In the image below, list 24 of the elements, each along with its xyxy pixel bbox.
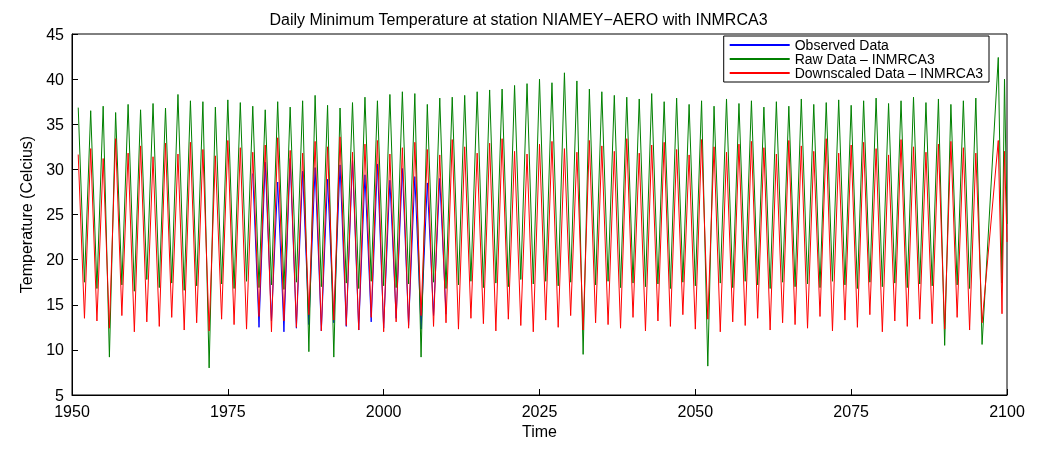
line-series [77, 136, 1008, 333]
line-series [77, 56, 1008, 369]
y-tick-label: 45 [46, 25, 65, 43]
x-tick-label: 2100 [989, 402, 1025, 420]
x-tick-label: 1975 [210, 402, 246, 420]
legend-label: Observed Data [794, 37, 890, 53]
x-tick-label: 2075 [833, 402, 870, 420]
y-tick-label: 25 [46, 206, 65, 223]
y-tick-label: 15 [46, 296, 65, 314]
x-axis-title: Time [522, 423, 558, 441]
y-axis-title: Temperature (Celcius) [17, 135, 35, 294]
x-tick-label: 1950 [54, 402, 90, 420]
y-tick-label: 20 [46, 251, 65, 269]
x-tick-label: 2025 [521, 402, 558, 420]
y-tick-label: 35 [46, 115, 65, 133]
y-tick-label: 5 [55, 386, 65, 404]
x-tick-label: 2050 [677, 402, 714, 420]
y-tick-label: 30 [46, 160, 65, 178]
x-tick-label: 2000 [365, 402, 402, 420]
chart-title: Daily Minimum Temperature at station NIAMEY−AERO with INMRCA3 [269, 10, 768, 28]
y-tick-label: 10 [46, 341, 65, 359]
legend-label: Downscaled Data – INMRCA3 [794, 65, 984, 81]
legend-label: Raw Data – INMRCA3 [794, 51, 935, 67]
y-tick-label: 40 [46, 70, 65, 88]
